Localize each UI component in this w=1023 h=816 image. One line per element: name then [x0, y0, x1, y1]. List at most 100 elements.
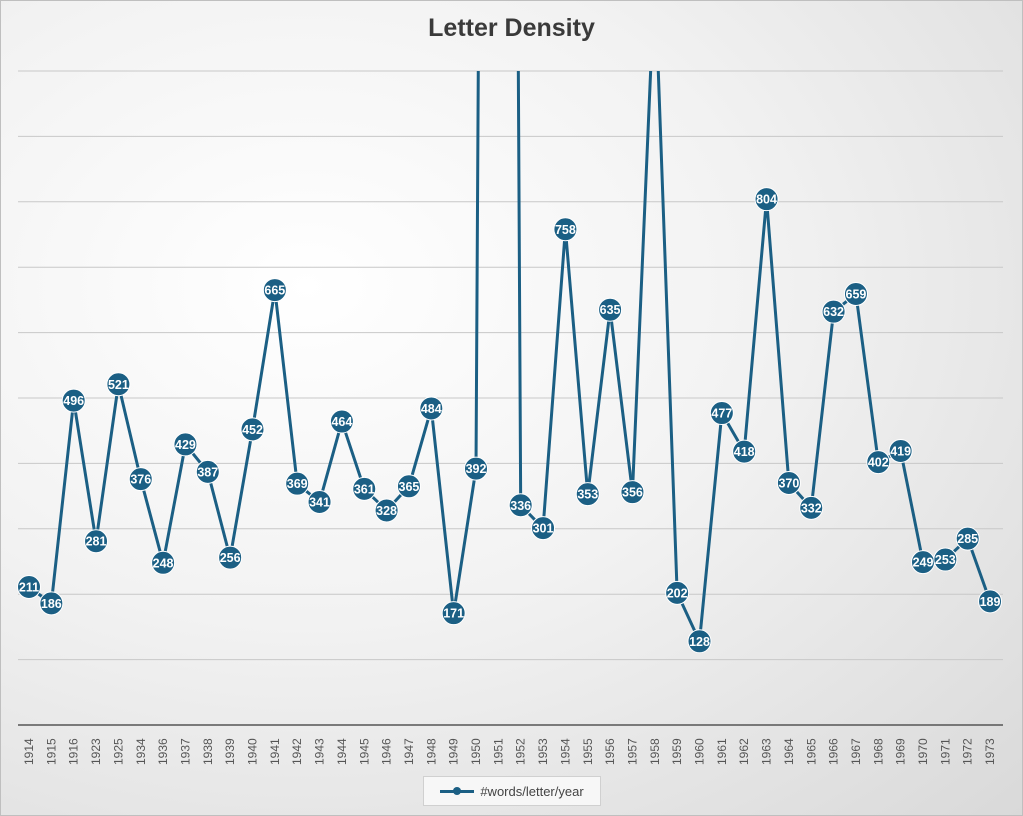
data-point: [843, 282, 868, 307]
data-point: [687, 629, 712, 654]
data-point: [128, 467, 153, 492]
data-point: [620, 480, 645, 505]
x-tick-label: 1925: [111, 738, 125, 765]
series-segment: [742, 197, 769, 454]
series-segment: [72, 399, 98, 543]
data-point: [441, 601, 466, 626]
data-point: [17, 575, 41, 600]
x-tick-label: 1939: [223, 738, 237, 765]
x-tick-label: 1962: [737, 738, 751, 765]
data-point: [508, 493, 533, 518]
data-label: 635: [600, 303, 621, 317]
data-label: 484: [421, 402, 442, 416]
data-point: [553, 217, 578, 242]
series-segment: [452, 467, 478, 615]
x-tick-label: 1953: [536, 738, 550, 765]
x-tick-label: 1966: [827, 738, 841, 765]
data-point: [285, 471, 310, 496]
series-segment: [809, 310, 836, 510]
x-tick-label: 1946: [380, 738, 394, 765]
data-point: [262, 278, 287, 303]
data-point: [240, 417, 265, 442]
data-label: 253: [935, 553, 956, 567]
data-label: 248: [153, 556, 174, 570]
x-tick-label: 1941: [268, 738, 282, 765]
x-tick-label: 1952: [514, 738, 528, 765]
series-segment: [228, 427, 254, 560]
x-tick-label: 1914: [22, 738, 36, 765]
x-tick-label: 1936: [156, 738, 170, 765]
x-tick-label: 1959: [670, 738, 684, 765]
x-tick-label: 1957: [625, 738, 639, 765]
series-segment: [765, 197, 791, 485]
data-label: 376: [130, 473, 151, 487]
data-point: [955, 526, 980, 551]
data-label: 402: [868, 456, 889, 470]
data-label: 632: [823, 305, 844, 319]
x-tick-label: 1938: [201, 738, 215, 765]
x-tick-label: 1956: [603, 738, 617, 765]
data-point: [195, 459, 220, 484]
data-points: 2111864962815213762484293872564526653693…: [17, 187, 1003, 654]
data-label: 332: [801, 501, 822, 515]
data-label: 665: [264, 284, 285, 298]
series-segment: [630, 71, 653, 494]
data-point: [776, 471, 801, 496]
series-segment: [407, 406, 433, 488]
data-point: [39, 591, 64, 616]
series-segment: [116, 382, 143, 481]
x-tick-label: 1971: [938, 738, 952, 765]
legend-series-label: #words/letter/year: [480, 783, 584, 799]
data-label: 429: [175, 438, 196, 452]
series-segment: [273, 288, 299, 486]
data-label: 186: [41, 597, 62, 611]
series-segment: [161, 442, 187, 565]
data-point: [84, 529, 109, 554]
data-point: [531, 516, 556, 541]
data-point: [575, 482, 600, 507]
x-tick-label: 1968: [871, 738, 885, 765]
data-label: 202: [667, 586, 688, 600]
x-tick-label: 1944: [335, 738, 349, 765]
data-point: [374, 498, 399, 523]
series-segment: [698, 411, 724, 643]
data-point: [866, 450, 891, 475]
data-point: [173, 432, 198, 457]
series-segment: [541, 227, 567, 530]
data-label: 256: [220, 551, 241, 565]
series-segment: [608, 308, 634, 494]
data-label: 758: [555, 223, 576, 237]
x-tick-label: 1934: [134, 738, 148, 765]
data-label: 336: [510, 499, 531, 513]
x-tick-label: 1967: [849, 738, 863, 765]
data-label: 356: [622, 486, 643, 500]
series-segment: [899, 449, 925, 564]
series-segment: [251, 288, 277, 431]
x-tick-label: 1965: [804, 738, 818, 765]
x-tick-label: 1947: [402, 738, 416, 765]
x-tick-label: 1973: [983, 738, 997, 765]
x-tick-labels: 1914 1915 1916 1923 1925 1934 1936 1937 1938 1939…: [22, 738, 997, 765]
x-tick-label: 1951: [491, 738, 505, 765]
data-label: 341: [309, 495, 330, 509]
series-segment: [586, 308, 612, 496]
x-tick-label: 1964: [782, 738, 796, 765]
series-segment: [139, 477, 165, 565]
x-tick-label: 1961: [715, 738, 729, 765]
data-label: 419: [890, 444, 911, 458]
data-label: 464: [331, 415, 352, 429]
data-point: [799, 495, 824, 520]
data-label: 328: [376, 504, 397, 518]
x-tick-label: 1972: [961, 738, 975, 765]
data-point: [329, 409, 354, 434]
data-label: 211: [19, 581, 39, 595]
data-point: [419, 396, 444, 421]
data-label: 281: [86, 535, 107, 549]
data-label: 301: [533, 522, 554, 536]
data-label: 452: [242, 423, 263, 437]
data-point: [352, 476, 377, 501]
data-label: 353: [577, 488, 598, 502]
data-label: 496: [63, 394, 84, 408]
data-label: 369: [287, 477, 308, 491]
